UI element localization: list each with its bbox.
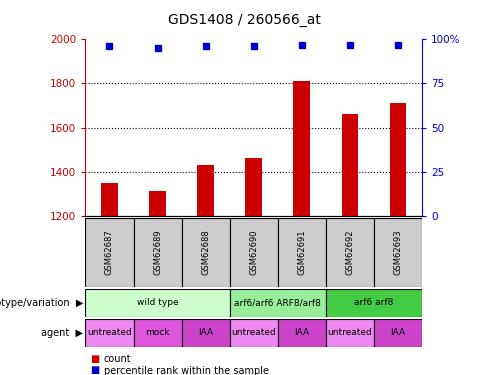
Bar bbox=[230, 319, 278, 347]
Bar bbox=[326, 217, 374, 287]
Text: arf6/arf6 ARF8/arf8: arf6/arf6 ARF8/arf8 bbox=[234, 298, 321, 307]
Text: GSM62692: GSM62692 bbox=[346, 230, 354, 275]
Bar bbox=[374, 217, 422, 287]
Bar bbox=[326, 319, 374, 347]
Bar bbox=[342, 114, 358, 216]
Bar bbox=[389, 103, 407, 216]
Bar bbox=[101, 183, 118, 216]
Text: IAA: IAA bbox=[198, 328, 213, 338]
Text: GSM62690: GSM62690 bbox=[249, 230, 258, 275]
Bar bbox=[85, 289, 230, 317]
Bar bbox=[182, 319, 230, 347]
Bar bbox=[85, 319, 134, 347]
Text: arf6 arf8: arf6 arf8 bbox=[354, 298, 394, 307]
Bar bbox=[326, 289, 422, 317]
Text: IAA: IAA bbox=[390, 328, 406, 338]
Text: GSM62687: GSM62687 bbox=[105, 229, 114, 275]
Text: GSM62689: GSM62689 bbox=[153, 230, 162, 275]
Bar bbox=[134, 217, 182, 287]
Bar bbox=[182, 217, 230, 287]
Text: ■: ■ bbox=[90, 366, 100, 375]
Bar bbox=[278, 217, 326, 287]
Bar bbox=[278, 319, 326, 347]
Text: wild type: wild type bbox=[137, 298, 179, 307]
Bar bbox=[85, 217, 134, 287]
Bar bbox=[230, 289, 326, 317]
Text: genotype/variation  ▶: genotype/variation ▶ bbox=[0, 298, 83, 308]
Text: untreated: untreated bbox=[231, 328, 276, 338]
Text: GDS1408 / 260566_at: GDS1408 / 260566_at bbox=[167, 13, 321, 27]
Bar bbox=[134, 319, 182, 347]
Text: untreated: untreated bbox=[87, 328, 132, 338]
Bar bbox=[149, 191, 166, 216]
Text: ■: ■ bbox=[90, 354, 100, 364]
Bar bbox=[245, 158, 262, 216]
Text: IAA: IAA bbox=[294, 328, 309, 338]
Text: percentile rank within the sample: percentile rank within the sample bbox=[104, 366, 269, 375]
Bar bbox=[197, 165, 214, 216]
Text: count: count bbox=[104, 354, 132, 364]
Text: untreated: untreated bbox=[327, 328, 372, 338]
Bar bbox=[293, 81, 310, 216]
Text: GSM62693: GSM62693 bbox=[393, 230, 403, 275]
Bar bbox=[230, 217, 278, 287]
Text: GSM62688: GSM62688 bbox=[201, 229, 210, 275]
Text: agent  ▶: agent ▶ bbox=[41, 328, 83, 338]
Bar bbox=[374, 319, 422, 347]
Text: mock: mock bbox=[145, 328, 170, 338]
Text: GSM62691: GSM62691 bbox=[297, 230, 306, 275]
